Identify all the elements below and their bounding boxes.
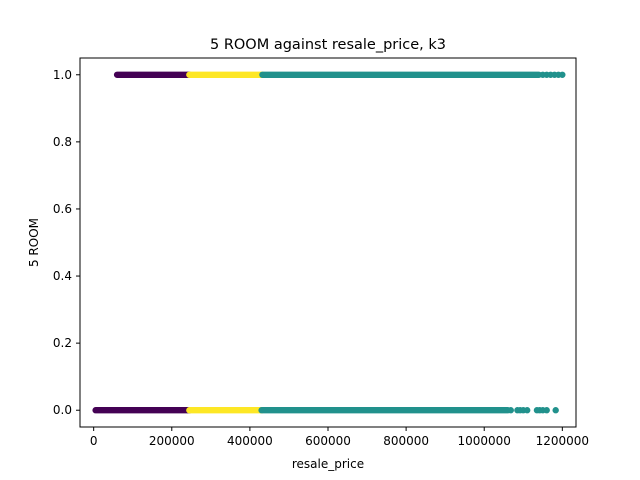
chart-title: 5 ROOM against resale_price, k3: [210, 37, 446, 53]
x-axis-label: resale_price: [292, 457, 364, 471]
x-tick-label: 1000000: [457, 434, 510, 448]
y-tick-label: 0.2: [53, 336, 72, 350]
y-tick-label: 1.0: [53, 68, 72, 82]
data-marks: [92, 71, 566, 414]
cluster-2-point-15: [552, 407, 559, 414]
cluster-2-point-14: [543, 407, 550, 414]
y-axis-ticks: 0.0 0.2 0.4 0.6 0.8 1.0: [53, 68, 80, 417]
cluster-2-point-5: [559, 71, 566, 78]
x-axis-ticks: 0 200000 400000 600000 800000 1000000 1200000: [90, 427, 589, 448]
x-tick-label: 0: [90, 434, 98, 448]
y-tick-label: 0.0: [53, 403, 72, 417]
cluster-2-point-10: [523, 407, 531, 414]
y-tick-label: 0.8: [53, 135, 72, 149]
x-tick-label: 1200000: [536, 434, 589, 448]
x-tick-label: 800000: [383, 434, 429, 448]
y-tick-label: 0.6: [53, 202, 72, 216]
x-tick-label: 600000: [305, 434, 351, 448]
y-axis-label: 5 ROOM: [27, 218, 41, 267]
x-tick-label: 200000: [149, 434, 195, 448]
x-tick-label: 400000: [227, 434, 273, 448]
cluster-2-point-6: [507, 407, 514, 414]
y-tick-label: 0.4: [53, 269, 72, 283]
